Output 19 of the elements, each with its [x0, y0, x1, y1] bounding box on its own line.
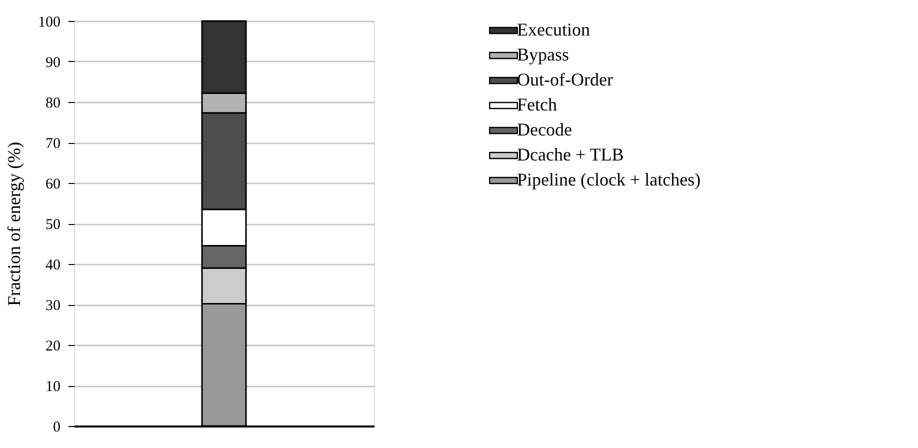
legend-label: Decode [517, 120, 572, 140]
y-tick-label: 100 [38, 14, 60, 30]
legend-label: Dcache + TLB [517, 144, 624, 164]
legend-label: Out-of-Order [517, 70, 613, 90]
y-tick-label: 60 [46, 176, 60, 192]
y-tick-label: 50 [46, 217, 60, 233]
y-tick-label: 20 [46, 338, 60, 354]
legend-label: Bypass [517, 44, 570, 64]
y-tick-label: 10 [46, 379, 60, 395]
y-tick-label: 80 [46, 96, 60, 112]
y-tick-label: 40 [46, 258, 60, 274]
y-axis-title: Fraction of energy (%) [4, 142, 24, 306]
legend-label: Fetch [517, 94, 557, 114]
legend-label: Pipeline (clock + latches) [517, 170, 701, 190]
y-tick-label: 30 [46, 298, 60, 314]
y-tick-label: 90 [46, 55, 60, 71]
y-tick-label: 70 [46, 136, 60, 152]
y-tick-label: 0 [53, 420, 60, 436]
legend-label: Execution [517, 20, 590, 40]
